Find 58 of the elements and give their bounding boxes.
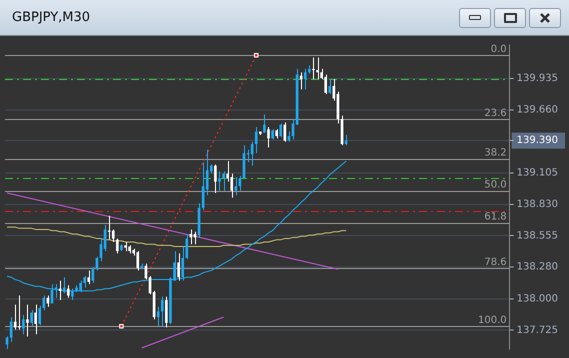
y-tick-label: 137.725: [516, 324, 558, 336]
candlestick: [18, 294, 21, 330]
candlestick: [22, 314, 25, 335]
chart-title: GBPJPY,M30: [12, 10, 90, 25]
candlestick: [10, 316, 12, 343]
annotation: 100.0: [478, 314, 507, 326]
candlestick: [160, 296, 164, 327]
candlestick: [275, 128, 278, 139]
y-tick-label: 139.390: [516, 135, 558, 146]
candlestick: [271, 128, 274, 140]
candlestick: [316, 57, 319, 80]
candlestick: [194, 231, 196, 245]
candlestick: [254, 126, 258, 154]
candlestick: [165, 296, 168, 328]
candlestick: [202, 162, 204, 211]
candlestick: [87, 270, 90, 285]
annotation: 61.8: [484, 211, 507, 222]
annotation: 78.6: [484, 256, 507, 268]
candlestick: [214, 164, 217, 194]
candlestick: [300, 72, 303, 90]
candlestick: [267, 126, 270, 148]
candlestick: [284, 122, 286, 142]
annotation: 50.0: [484, 179, 507, 190]
y-tick-label: 138.555: [516, 230, 558, 242]
y-tick-label: 139.105: [516, 168, 558, 179]
candlestick: [26, 304, 29, 337]
candlestick: [14, 304, 17, 330]
candlestick: [250, 141, 254, 166]
annotation: 23.6: [484, 108, 507, 119]
candlestick: [177, 252, 180, 282]
y-tick-label: 138.000: [516, 293, 558, 304]
candlestick: [116, 238, 119, 254]
candlestick: [218, 170, 221, 192]
candlestick: [112, 228, 115, 242]
annotation: 0.0: [490, 44, 507, 55]
candlestick: [58, 280, 62, 301]
candlestick: [328, 78, 332, 94]
y-tick-label: 139.660: [516, 104, 558, 116]
y-tick-label: 138.830: [516, 198, 558, 210]
candlestick: [312, 57, 315, 80]
candlestick: [156, 306, 160, 327]
candlestick: [6, 336, 8, 350]
candlestick: [34, 304, 37, 335]
candlestick: [46, 294, 50, 308]
y-tick-label: 139.935: [516, 73, 558, 84]
candlestick: [234, 176, 238, 196]
candlestick: [222, 170, 225, 192]
candlestick: [30, 310, 33, 327]
candlestick: [124, 241, 127, 252]
candlestick: [190, 228, 192, 245]
y-tick-label: 138.280: [516, 262, 558, 273]
candlestick: [279, 123, 282, 138]
candlestick: [263, 114, 266, 134]
candlestick: [66, 284, 70, 298]
annotation: 38.2: [484, 147, 507, 158]
candlestick: [344, 134, 348, 146]
candlestick: [136, 250, 140, 271]
candlestick: [83, 276, 86, 288]
